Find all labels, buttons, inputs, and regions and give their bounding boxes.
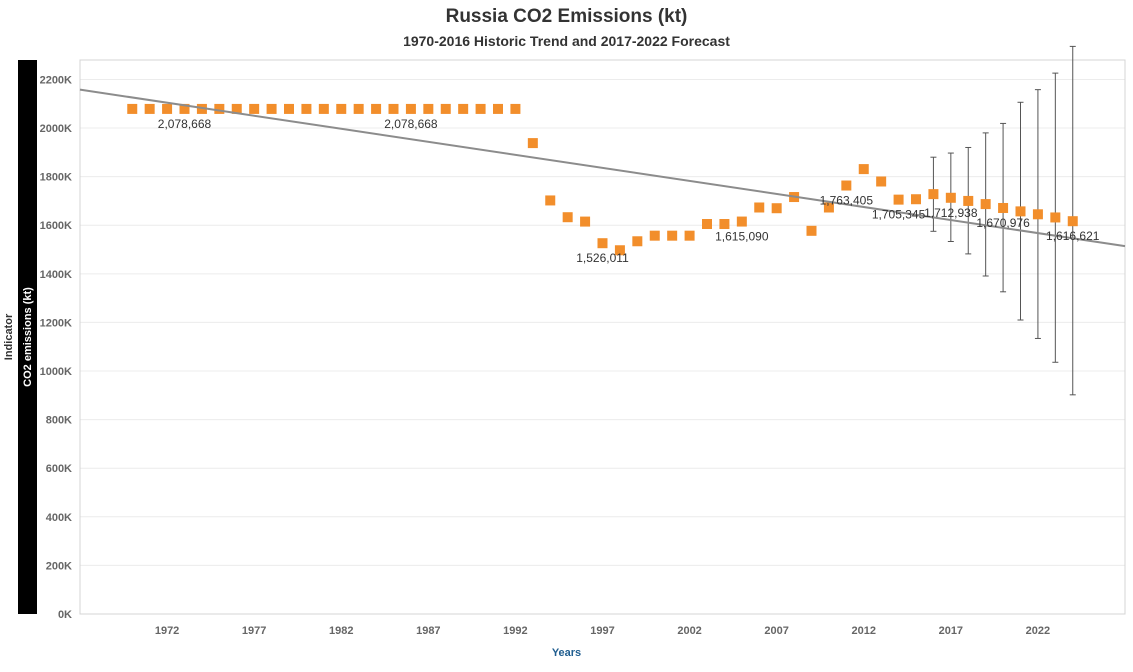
data-point [475, 103, 486, 114]
data-label: 1,670,976 [976, 216, 1030, 230]
data-point [231, 103, 242, 114]
data-point [144, 103, 155, 114]
data-point [510, 103, 521, 114]
x-tick-label: 2017 [939, 625, 963, 637]
data-point [1032, 209, 1043, 220]
data-point [266, 103, 277, 114]
x-axis-label: Years [551, 647, 582, 659]
data-label: 1,616,621 [1046, 229, 1100, 243]
data-point [980, 199, 991, 210]
data-point [249, 103, 260, 114]
trend-line-group [79, 88, 1126, 248]
data-point [562, 212, 573, 223]
data-label: 2,078,668 [384, 117, 438, 131]
trend-line [79, 88, 1126, 248]
data-label: 1,712,938 [924, 206, 978, 220]
data-point [911, 194, 921, 205]
data-point [998, 202, 1009, 213]
data-point [702, 219, 712, 230]
data-point [945, 192, 956, 203]
data-point [336, 103, 347, 114]
y-tick-label: 600K [46, 463, 72, 475]
data-point [858, 164, 869, 175]
y-tick-label: 2000K [40, 123, 72, 135]
data-point [597, 238, 608, 249]
data-point [301, 103, 312, 114]
chart-subtitle: 1970-2016 Historic Trend and 2017-2022 F… [403, 33, 730, 49]
y-tick-label: 1000K [40, 366, 72, 378]
data-label: 1,763,405 [820, 194, 874, 208]
x-tick-label: 2007 [764, 625, 788, 637]
data-point [667, 230, 678, 241]
y-axis-ticks: 0K 200K 400K 600K 800K 1000K 1200K 1400K 1600K 18… [40, 74, 72, 621]
x-tick-label: 1992 [503, 625, 527, 637]
data-points [127, 103, 1078, 256]
y-tick-label: 1800K [40, 172, 72, 184]
x-tick-label: 1977 [242, 625, 266, 637]
data-point [806, 225, 817, 236]
data-point [527, 138, 538, 149]
data-point [963, 195, 974, 206]
data-point [127, 103, 138, 114]
data-point [493, 103, 503, 114]
y-tick-label: 400K [46, 512, 72, 524]
data-point [649, 230, 660, 241]
data-point [353, 103, 364, 114]
y-tick-label: 800K [46, 415, 72, 427]
y-tick-label: 200K [46, 560, 72, 572]
plot-frame [79, 59, 1126, 615]
y-tick-label: 1200K [40, 317, 72, 329]
data-point [719, 219, 730, 230]
x-tick-label: 1997 [590, 625, 614, 637]
x-axis-ticks: 1972 1977 1982 1987 1992 1997 2002 2007 2012 2017… [155, 625, 1050, 637]
data-point [876, 176, 887, 187]
data-point [179, 103, 190, 114]
chart-title: Russia CO2 Emissions (kt) [445, 6, 688, 27]
data-point [893, 194, 904, 205]
data-labels: 2,078,668 2,078,668 1,526,011 1,615,090 1,76… [158, 117, 1100, 265]
y-tick-label: 1600K [40, 220, 72, 232]
data-point [371, 103, 382, 114]
data-point [1067, 216, 1078, 227]
data-label: 1,615,090 [715, 230, 769, 244]
data-point [423, 103, 434, 114]
data-point [440, 103, 451, 114]
x-tick-label: 1982 [329, 625, 353, 637]
x-tick-label: 2002 [677, 625, 701, 637]
y-tick-label: 1400K [40, 269, 72, 281]
data-point [318, 103, 329, 114]
data-point [1050, 212, 1061, 223]
data-label: 1,526,011 [576, 251, 629, 265]
x-tick-label: 2022 [1026, 625, 1050, 637]
data-label: 1,705,345 [872, 208, 926, 222]
data-point [614, 245, 625, 256]
data-point [928, 189, 939, 200]
data-point [388, 103, 399, 114]
data-point [771, 203, 782, 214]
data-point [1015, 206, 1026, 217]
data-point [405, 103, 416, 114]
data-point [580, 216, 591, 227]
y-tick-label: 0K [58, 609, 72, 621]
y-tick-label: 2200K [40, 74, 72, 86]
data-point [458, 103, 469, 114]
data-point [632, 236, 643, 247]
data-point [284, 103, 294, 114]
data-point [684, 230, 695, 241]
data-point [214, 103, 225, 114]
data-label: 2,078,668 [158, 117, 212, 131]
data-point [196, 103, 207, 114]
data-point [162, 103, 173, 114]
x-tick-label: 1987 [416, 625, 440, 637]
row-header-band: CO2 emissions (kt) [18, 60, 37, 614]
x-tick-label: 2012 [852, 625, 876, 637]
data-point [545, 195, 556, 206]
data-point [736, 216, 747, 227]
data-point [823, 202, 834, 213]
data-point [841, 180, 852, 191]
x-tick-label: 1972 [155, 625, 179, 637]
data-point [754, 202, 765, 213]
